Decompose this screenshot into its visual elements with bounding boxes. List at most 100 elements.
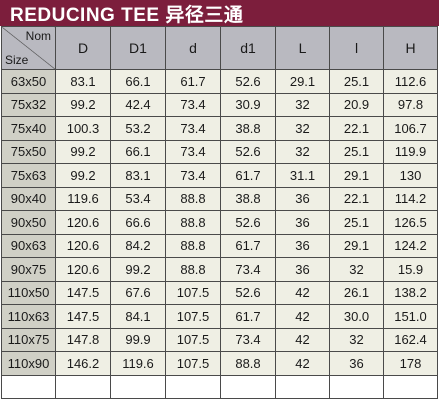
value-cell: 73.4	[165, 92, 221, 117]
value-cell: 52.6	[220, 139, 276, 164]
value-cell: 25.1	[329, 139, 384, 164]
header-row: Nom Size D D1 d d1 L l H	[1, 26, 438, 70]
empty-cell	[383, 374, 438, 399]
value-cell: 53.2	[110, 116, 166, 141]
corner-size-label: Size	[5, 53, 29, 67]
value-cell: 147.8	[55, 327, 111, 352]
value-cell: 107.5	[165, 327, 221, 352]
value-cell: 36	[275, 233, 330, 258]
size-cell: 90x63	[1, 233, 56, 258]
value-cell: 162.4	[383, 327, 438, 352]
table-row: 63x50 83.1 66.1 61.7 52.6 29.1 25.1 112.6	[1, 69, 438, 94]
value-cell: 15.9	[383, 257, 438, 282]
value-cell: 61.7	[220, 233, 276, 258]
size-cell: 90x75	[1, 257, 56, 282]
table-row: 90x40 119.6 53.4 88.8 38.8 36 22.1 114.2	[1, 186, 438, 211]
table-row: 110x90 146.2 119.6 107.5 88.8 42 36 178	[1, 351, 438, 376]
size-cell: 90x40	[1, 186, 56, 211]
value-cell: 126.5	[383, 210, 438, 235]
value-cell: 138.2	[383, 280, 438, 305]
value-cell: 99.2	[55, 163, 111, 188]
value-cell: 38.8	[220, 186, 276, 211]
column-header-D1: D1	[110, 26, 166, 70]
value-cell: 73.4	[165, 139, 221, 164]
value-cell: 52.6	[220, 69, 276, 94]
value-cell: 124.2	[383, 233, 438, 258]
value-cell: 26.1	[329, 280, 384, 305]
value-cell: 178	[383, 351, 438, 376]
value-cell: 53.4	[110, 186, 166, 211]
value-cell: 66.6	[110, 210, 166, 235]
blank-row	[1, 374, 438, 399]
value-cell: 22.1	[329, 186, 384, 211]
value-cell: 25.1	[329, 69, 384, 94]
value-cell: 99.9	[110, 327, 166, 352]
size-cell: 75x40	[1, 116, 56, 141]
value-cell: 32	[329, 327, 384, 352]
value-cell: 99.2	[110, 257, 166, 282]
column-header-d1: d1	[220, 26, 276, 70]
dimension-table: Nom Size D D1 d d1 L l H 63x50 83.1 66.1 61…	[1, 26, 438, 399]
value-cell: 42	[275, 351, 330, 376]
column-header-d: d	[165, 26, 221, 70]
value-cell: 120.6	[55, 210, 111, 235]
value-cell: 83.1	[110, 163, 166, 188]
table-row: 75x50 99.2 66.1 73.4 52.6 32 25.1 119.9	[1, 139, 438, 164]
empty-cell	[275, 374, 330, 399]
value-cell: 106.7	[383, 116, 438, 141]
value-cell: 73.4	[165, 116, 221, 141]
value-cell: 88.8	[165, 186, 221, 211]
value-cell: 29.1	[275, 69, 330, 94]
value-cell: 114.2	[383, 186, 438, 211]
value-cell: 31.1	[275, 163, 330, 188]
value-cell: 25.1	[329, 210, 384, 235]
value-cell: 66.1	[110, 139, 166, 164]
value-cell: 32	[275, 116, 330, 141]
value-cell: 88.8	[165, 233, 221, 258]
value-cell: 120.6	[55, 233, 111, 258]
value-cell: 66.1	[110, 69, 166, 94]
value-cell: 61.7	[220, 304, 276, 329]
value-cell: 119.9	[383, 139, 438, 164]
value-cell: 36	[329, 351, 384, 376]
value-cell: 42.4	[110, 92, 166, 117]
value-cell: 83.1	[55, 69, 111, 94]
size-cell: 110x63	[1, 304, 56, 329]
value-cell: 67.6	[110, 280, 166, 305]
value-cell: 120.6	[55, 257, 111, 282]
size-cell: 110x75	[1, 327, 56, 352]
size-cell: 63x50	[1, 69, 56, 94]
value-cell: 20.9	[329, 92, 384, 117]
value-cell: 42	[275, 280, 330, 305]
value-cell: 32	[275, 92, 330, 117]
value-cell: 97.8	[383, 92, 438, 117]
size-cell: 75x50	[1, 139, 56, 164]
page-title: REDUCING TEE 异径三通	[10, 4, 244, 26]
column-header-L: L	[275, 26, 330, 70]
value-cell: 119.6	[110, 351, 166, 376]
value-cell: 147.5	[55, 304, 111, 329]
value-cell: 107.5	[165, 351, 221, 376]
size-cell: 110x90	[1, 351, 56, 376]
corner-header: Nom Size	[1, 26, 56, 70]
value-cell: 130	[383, 163, 438, 188]
value-cell: 73.4	[220, 257, 276, 282]
value-cell: 42	[275, 327, 330, 352]
size-cell: 90x50	[1, 210, 56, 235]
table-row: 75x63 99.2 83.1 73.4 61.7 31.1 29.1 130	[1, 163, 438, 188]
table-row: 75x40 100.3 53.2 73.4 38.8 32 22.1 106.7	[1, 116, 438, 141]
size-cell: 75x32	[1, 92, 56, 117]
title-bar: REDUCING TEE 异径三通	[0, 0, 439, 26]
value-cell: 30.0	[329, 304, 384, 329]
empty-cell	[329, 374, 384, 399]
value-cell: 36	[275, 257, 330, 282]
value-cell: 22.1	[329, 116, 384, 141]
value-cell: 61.7	[220, 163, 276, 188]
value-cell: 151.0	[383, 304, 438, 329]
value-cell: 42	[275, 304, 330, 329]
value-cell: 99.2	[55, 92, 111, 117]
column-header-H: H	[383, 26, 438, 70]
value-cell: 73.4	[220, 327, 276, 352]
value-cell: 112.6	[383, 69, 438, 94]
value-cell: 29.1	[329, 163, 384, 188]
